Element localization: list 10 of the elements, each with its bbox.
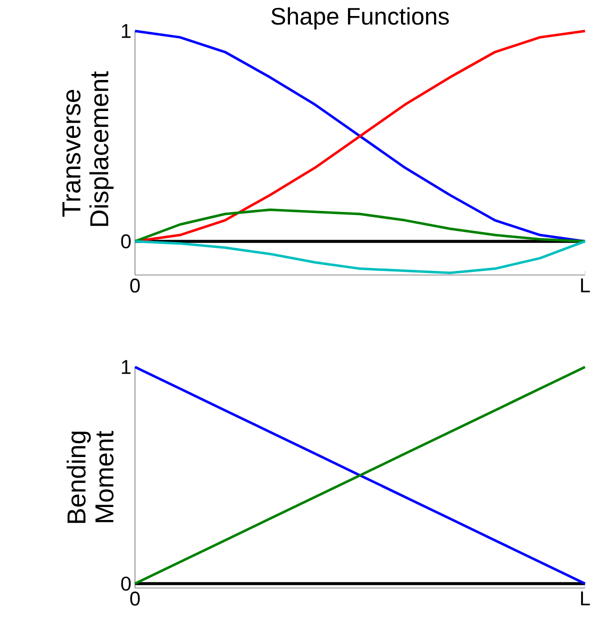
- x-tick-label: L: [581, 592, 590, 606]
- y-tick-label: 0: [121, 576, 131, 591]
- y-tick-label: 1: [122, 24, 131, 38]
- chart-title: Shape Functions: [271, 7, 449, 30]
- y-tick-label: 1: [122, 360, 131, 374]
- x-tick-label: L: [581, 278, 590, 292]
- line-series: [134, 208, 586, 243]
- y-axis-title: Bending Moment: [66, 430, 114, 523]
- y-axis-title: Transverse Displacement: [62, 71, 114, 226]
- y-tick-label: 0: [121, 234, 131, 248]
